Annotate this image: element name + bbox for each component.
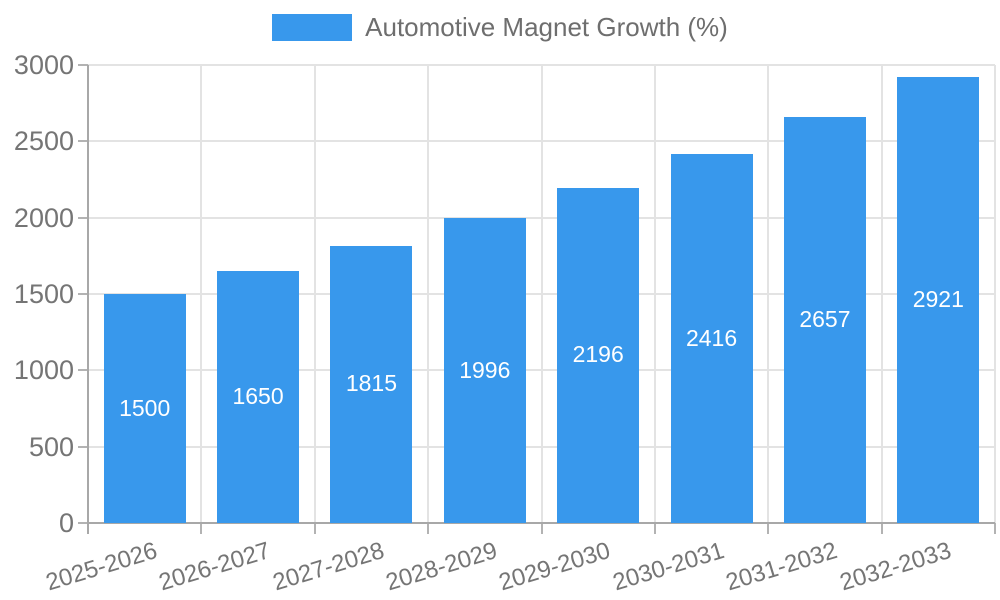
bar: [557, 187, 640, 523]
y-axis-tick-label: 500: [28, 431, 74, 462]
x-axis-tick-mark: [880, 523, 883, 534]
bar: [330, 245, 413, 523]
x-axis-tick-mark: [427, 523, 430, 534]
bar-value-label: 2921: [912, 286, 964, 313]
y-axis-tick-mark: [78, 445, 88, 448]
y-axis-tick-label: 1000: [13, 355, 74, 386]
y-axis-tick-mark: [78, 140, 88, 143]
gridline-vertical: [313, 65, 316, 523]
legend-color-swatch-icon: [272, 14, 353, 41]
y-axis-tick-mark: [78, 522, 88, 524]
x-axis-tick-label: 2030-2031: [609, 537, 728, 597]
gridline-vertical: [994, 65, 996, 523]
y-axis-line: [87, 65, 89, 534]
x-axis-tick-label: 2032-2033: [836, 537, 954, 597]
bar: [783, 117, 866, 523]
gridline-vertical: [427, 65, 430, 523]
y-axis-tick-mark: [78, 216, 88, 219]
y-axis-tick-label: 2500: [13, 126, 74, 157]
x-axis-tick-label: 2026-2027: [156, 537, 274, 597]
gridline-vertical: [767, 65, 770, 523]
gridline-vertical: [880, 65, 883, 523]
x-axis-line: [88, 522, 995, 524]
gridline-vertical: [653, 65, 656, 523]
legend-label: Automotive Magnet Growth (%): [365, 12, 728, 42]
y-axis-tick-label: 0: [58, 508, 74, 538]
x-axis-tick-mark: [200, 523, 203, 534]
y-axis-tick-label: 2000: [13, 202, 74, 233]
bar-value-label: 1815: [345, 370, 398, 397]
legend: Automotive Magnet Growth (%): [0, 12, 1000, 43]
bar-value-label: 1650: [232, 383, 284, 410]
y-axis-tick-mark: [78, 369, 88, 372]
x-axis-tick-label: 2025-2026: [42, 537, 161, 597]
y-axis-tick-label: 1500: [13, 279, 74, 309]
x-axis-tick-label: 2029-2030: [496, 537, 614, 597]
x-axis-tick-mark: [540, 523, 543, 534]
x-axis-tick-label: 2031-2032: [722, 537, 841, 597]
legend-item[interactable]: Automotive Magnet Growth (%): [272, 12, 728, 43]
x-axis-tick-mark: [994, 523, 996, 534]
y-axis-tick-mark: [78, 64, 88, 66]
bar-value-label: 1500: [119, 394, 171, 421]
y-axis-tick-label: 3000: [13, 50, 74, 80]
x-axis-tick-label: 2027-2028: [269, 537, 388, 597]
bar-value-label: 2657: [799, 306, 851, 333]
bar-value-label: 2196: [572, 341, 624, 368]
x-axis-tick-label: 2028-2029: [382, 537, 501, 597]
bar: [217, 271, 300, 523]
x-axis-tick-mark: [313, 523, 316, 534]
bar: [443, 218, 526, 523]
bar-value-label: 1996: [459, 356, 511, 383]
gridline-vertical: [540, 65, 543, 523]
x-axis-tick-mark: [767, 523, 770, 534]
y-axis-tick-mark: [78, 293, 88, 295]
bar: [670, 154, 753, 523]
bar: [103, 294, 186, 523]
bar: [897, 77, 980, 523]
bar-value-label: 2416: [685, 324, 738, 351]
x-axis-tick-mark: [653, 523, 656, 534]
gridline-vertical: [200, 65, 203, 523]
